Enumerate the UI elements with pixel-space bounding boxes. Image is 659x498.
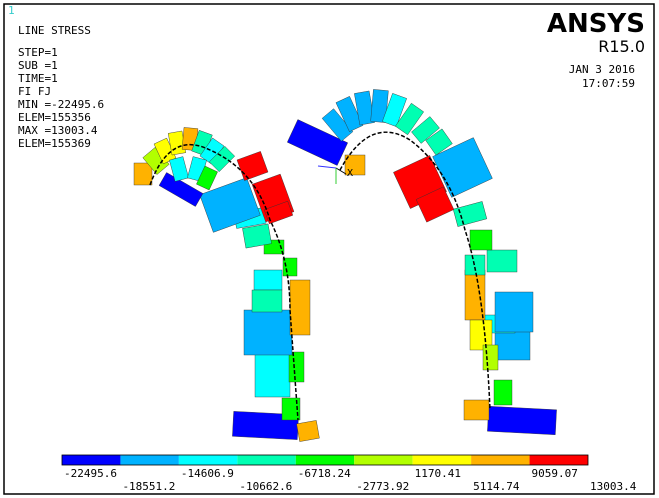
- stress-element: [169, 156, 189, 182]
- stress-element: [158, 172, 204, 207]
- stress-element: [251, 289, 283, 313]
- info-line: ELEM=155356: [18, 111, 91, 124]
- legend-label: -2773.92: [356, 480, 409, 493]
- legend-swatch: [178, 455, 238, 465]
- stress-element: [432, 137, 493, 198]
- stress-element: [296, 420, 320, 442]
- legend-label: 13003.4: [590, 480, 637, 493]
- stress-element: [199, 177, 261, 233]
- info-line: FI FJ: [18, 85, 51, 98]
- stress-element: [287, 119, 348, 166]
- legend-swatch: [354, 455, 413, 465]
- info-line: SUB =1: [18, 59, 58, 72]
- legend-swatch: [412, 455, 472, 465]
- stress-element: [382, 93, 407, 127]
- triad: [335, 167, 347, 175]
- legend-swatch: [62, 455, 121, 465]
- stress-element: [196, 165, 218, 191]
- info-line: ELEM=155369: [18, 137, 91, 150]
- legend: -22495.6 -18551.2 -14606.9 -10662.6 -6718.24…: [61, 454, 637, 493]
- brand-name: ANSYS: [547, 9, 645, 39]
- legend-label: -18551.2: [122, 480, 175, 493]
- info-line: MAX =13003.4: [18, 124, 98, 137]
- stress-element: [321, 108, 354, 142]
- stress-element: [133, 162, 153, 186]
- stress-element: [242, 223, 272, 249]
- legend-border: [61, 454, 589, 466]
- time: 17:07:59: [582, 77, 635, 90]
- model: [133, 89, 557, 442]
- stress-element: [243, 309, 293, 356]
- stress-element: [425, 128, 453, 156]
- stress-element: [469, 319, 493, 351]
- stress-element: [335, 96, 364, 132]
- stress-element: [253, 269, 283, 291]
- beam-line: [339, 131, 491, 411]
- stress-element: [236, 151, 269, 181]
- stress-element: [263, 200, 294, 225]
- stress-element: [289, 279, 311, 336]
- stress-element: [344, 154, 366, 176]
- legend-swatch: [471, 455, 530, 465]
- legend-label: -10662.6: [239, 480, 292, 493]
- legend-swatch: [529, 455, 588, 465]
- stress-element: [486, 249, 518, 273]
- legend-label: -6718.24: [298, 467, 351, 480]
- legend-swatch: [295, 455, 355, 465]
- stress-element: [395, 102, 424, 136]
- legend-swatch: [120, 455, 179, 465]
- legend-label: -14606.9: [181, 467, 234, 480]
- legend-label: -22495.6: [64, 467, 117, 480]
- stress-element: [370, 89, 389, 123]
- plot-title: LINE STRESS: [18, 24, 91, 37]
- triad: [317, 165, 337, 169]
- legend-swatch: [237, 455, 296, 465]
- stress-element: [482, 344, 499, 371]
- window-number: 1: [8, 4, 15, 17]
- brand-release: R15.0: [598, 37, 645, 56]
- stress-element: [452, 201, 488, 227]
- axis-label: X: [347, 168, 353, 179]
- stress-element: [254, 351, 291, 398]
- info-line: TIME=1: [18, 72, 58, 85]
- stress-element: [494, 329, 531, 361]
- date: JAN 3 2016: [569, 63, 635, 76]
- stress-element: [281, 397, 301, 421]
- info-line: MIN =-22495.6: [18, 98, 104, 111]
- legend-label: 1170.41: [415, 467, 461, 480]
- stress-element: [208, 145, 236, 173]
- stress-element: [494, 291, 534, 333]
- stress-element: [463, 399, 490, 421]
- stress-element: [415, 186, 455, 223]
- beam-line: [149, 144, 299, 421]
- stress-element: [469, 229, 493, 251]
- frame: [3, 3, 655, 495]
- stress-element: [487, 406, 557, 435]
- stress-element: [288, 351, 305, 383]
- legend-label: 9059.07: [532, 467, 578, 480]
- legend-label: 5114.74: [473, 480, 520, 493]
- info-line: STEP=1: [18, 46, 58, 59]
- stress-element: [493, 379, 513, 406]
- stress-element: [411, 116, 440, 144]
